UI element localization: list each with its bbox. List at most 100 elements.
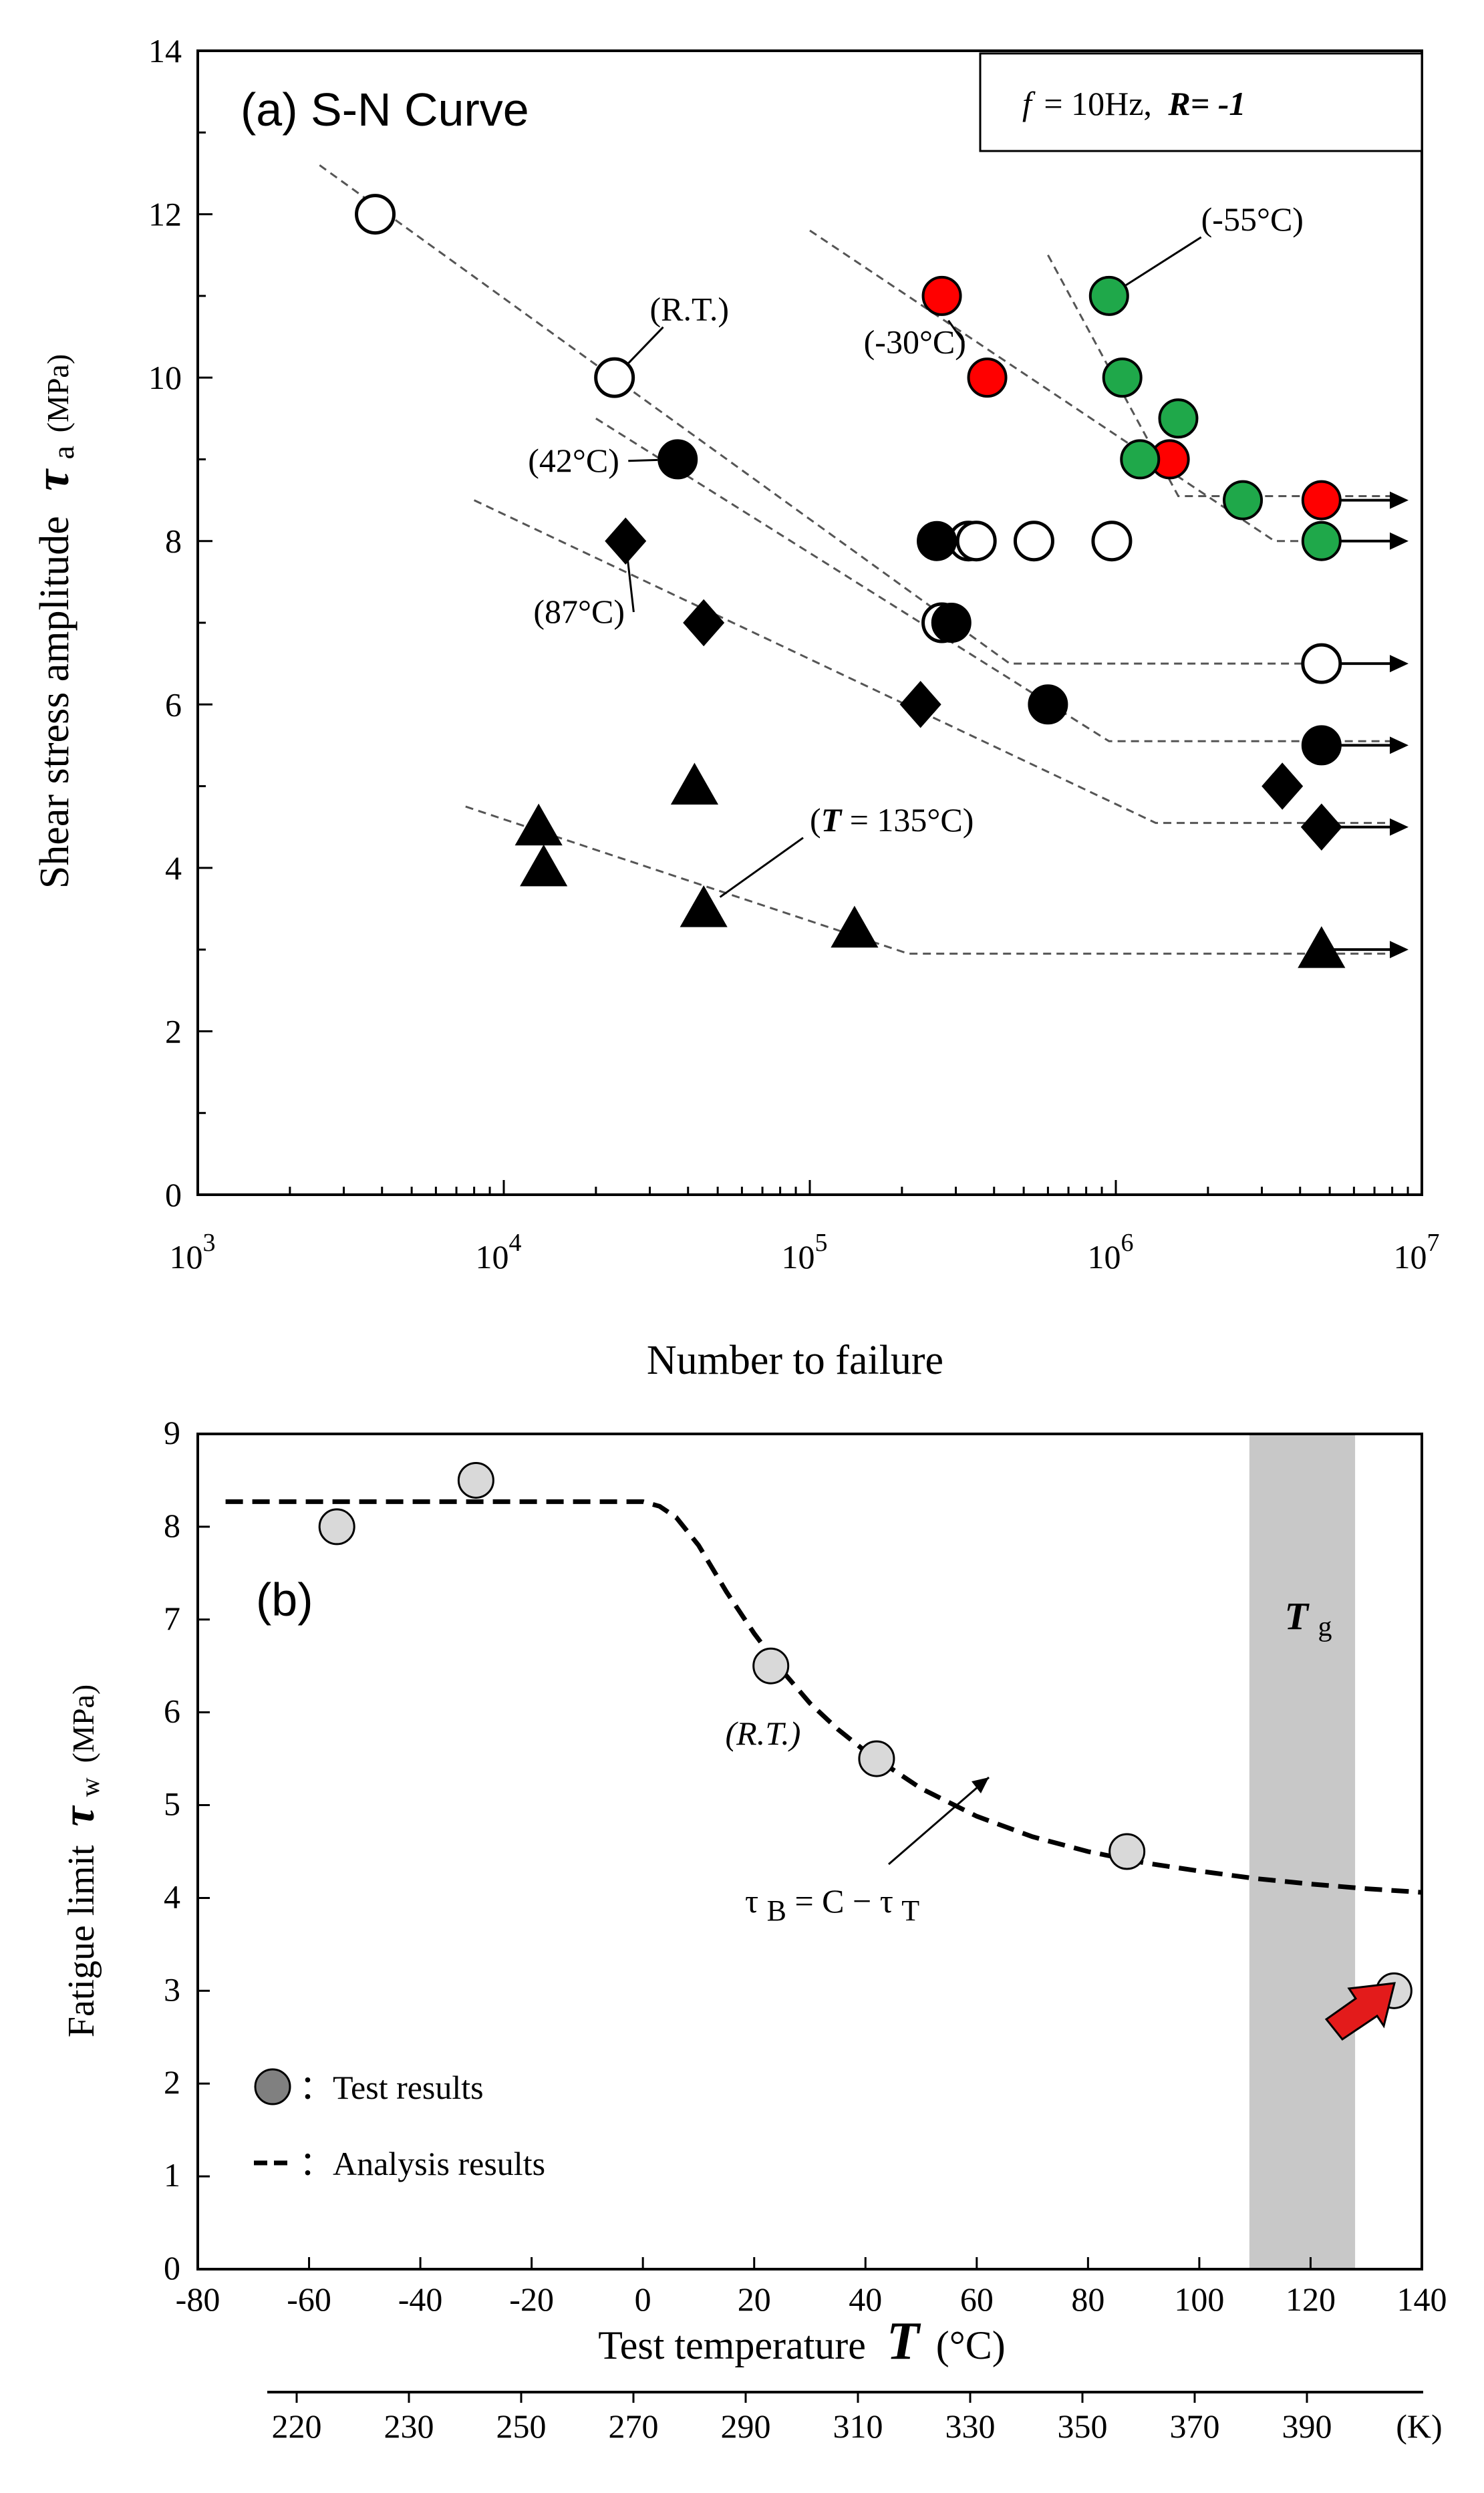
panel-a-title: (a) S-N Curve: [241, 84, 529, 136]
annotation-label: (-55°C): [1201, 200, 1304, 238]
x-axis-title-a: Number to failure: [647, 1338, 943, 1383]
condition-ratio: R= -1: [1167, 85, 1245, 122]
legend-test-label: ：Test results: [299, 2069, 484, 2106]
point--30°C: [1301, 480, 1342, 521]
point-R.T.: [355, 194, 396, 235]
kelvin-tick-label: (K): [1396, 2407, 1442, 2445]
kelvin-tick-label: 370: [1170, 2407, 1220, 2445]
fatigue-limit-chart: 0 1 2 3 4 5 6 7 8 9 -80 -60 -40 -20 0 20 40 60 80 100 120 14…: [53, 1414, 1447, 2445]
y-axis-title-a: Shear stress amplitude τ a (MPa): [25, 354, 83, 889]
point-42°C: [931, 603, 972, 643]
runout-arrow-head: [1390, 655, 1408, 673]
y-tick-label-b: 3: [164, 1970, 180, 2008]
yb-title-text: Fatigue limit: [61, 1845, 102, 2037]
kelvin-tick-label: 230: [384, 2407, 434, 2445]
y-tick-label-b: 9: [164, 1414, 180, 1451]
point-135°C: [1298, 926, 1346, 968]
equation-pointer: [888, 1776, 990, 1866]
x-tick-label-b: 120: [1286, 2281, 1336, 2318]
temperature-annotations: (R.T.) (-30°C) (-55°C) (42°C) (87°C) (T = 135…: [528, 200, 1304, 898]
yb-title-symbol: τ: [53, 1805, 104, 1826]
runout-arrow-head: [1390, 736, 1408, 754]
sn-curve-chart: 0 2 4 6 8 10 12 14 103 104 105 106 107 (R.T.) (-30°C…: [25, 32, 1440, 1383]
annotation-leader: [627, 326, 664, 364]
annotation-label: (-30°C): [864, 323, 966, 360]
annotation-leader: [627, 561, 635, 613]
tg-band: [1249, 1434, 1356, 2269]
point--55°C: [1301, 521, 1342, 561]
y-tick-label: 14: [148, 32, 182, 69]
y-tick-label-b: 4: [164, 1878, 180, 1915]
rt-annotation-b: (R.T.): [726, 1715, 801, 1752]
test-result-point: [858, 1740, 895, 1777]
test-result-points: [318, 1461, 1413, 2009]
yb-title-unit: (MPa): [66, 1684, 100, 1763]
annotation-leader: [947, 319, 965, 343]
fit-line-135°C: [465, 805, 1392, 955]
point-42°C: [1028, 684, 1068, 725]
x-tick-label-b: 100: [1174, 2281, 1224, 2318]
point-R.T.: [1301, 643, 1342, 684]
eq-tau-b: τ: [745, 1882, 758, 1920]
data-points: [355, 194, 1346, 968]
x-tick-label-b: 140: [1397, 2281, 1447, 2318]
y-title-symbol: τ: [25, 468, 79, 491]
y-tick-label: 12: [148, 196, 182, 233]
runout-arrow-head: [1390, 491, 1408, 509]
y-axis-title-b: Fatigue limit τ w (MPa): [53, 1684, 108, 2037]
x-tick-label-b: -80: [176, 2281, 220, 2318]
tg-sub: g: [1318, 1612, 1332, 1642]
legend-test-marker: [254, 2068, 291, 2105]
x-tick-label-b: 40: [849, 2281, 882, 2318]
point--30°C: [921, 275, 962, 316]
y-tick-label-b: 7: [164, 1600, 180, 1637]
test-result-point: [318, 1508, 355, 1546]
kelvin-tick-label: 290: [721, 2407, 771, 2445]
y-tick-label-b: 8: [164, 1507, 180, 1544]
y-tick-label-b: 6: [164, 1693, 180, 1730]
eq-sub-t: T: [901, 1894, 919, 1927]
point-135°C: [514, 803, 563, 846]
y-tick-label: 10: [148, 359, 182, 396]
yb-title-sub: w: [75, 1777, 105, 1797]
point--55°C: [1120, 439, 1161, 480]
eq-sub-b: B: [767, 1894, 786, 1927]
annotation-label: (R.T.): [650, 291, 729, 328]
point-R.T.: [594, 357, 635, 398]
highlight-arrow: [1324, 1982, 1396, 2041]
y-tick-label-b: 2: [164, 2063, 180, 2101]
x-tick-label: 106: [1088, 1229, 1134, 1276]
condition-f: f: [1022, 85, 1036, 122]
fit-line-42°C: [595, 418, 1392, 742]
annotation-label: (T = 135°C): [810, 801, 974, 839]
y-tick-label-b: 5: [164, 1785, 180, 1823]
point--55°C: [1088, 275, 1129, 316]
equation-label: τ B = C − τ T: [745, 1882, 919, 1928]
y-tick-label: 4: [165, 849, 182, 887]
x-tick-label-b: 20: [738, 2281, 771, 2318]
x-axis-title-b: Test temperature T (°C): [598, 2312, 1005, 2371]
fit-line-R.T.: [319, 164, 1392, 665]
point-87°C: [1262, 762, 1304, 810]
y-title-sub: a: [46, 446, 80, 459]
point-R.T.: [1091, 521, 1133, 562]
y-tick-label: 6: [165, 686, 182, 723]
kelvin-tick-label: 220: [272, 2407, 322, 2445]
runout-arrows: [1328, 491, 1408, 959]
condition-box: [979, 52, 1423, 152]
x-tick-label-b: -20: [509, 2281, 554, 2318]
kelvin-tick-label: 390: [1282, 2407, 1332, 2445]
x-tick-label: 105: [782, 1229, 828, 1276]
kelvin-axis-ticks: 220 230 250 270 290 310 330 350 370 390 (K): [272, 2392, 1443, 2445]
y-title-unit: (MPa): [41, 354, 75, 433]
x-tick-label-b: -40: [398, 2281, 443, 2318]
kelvin-tick-label: 310: [833, 2407, 883, 2445]
panel-b-title: (b): [256, 1574, 313, 1626]
y-axis-ticks-b: 0 1 2 3 4 5 6 7 8 9: [164, 1414, 210, 2287]
y-tick-label: 8: [165, 523, 182, 560]
condition-freq: = 10Hz,: [1044, 85, 1152, 122]
annotation-label: (87°C): [533, 593, 625, 630]
point-42°C: [917, 521, 957, 561]
x-tick-label-b: 60: [960, 2281, 994, 2318]
x-title-symbol: T: [887, 2312, 921, 2371]
